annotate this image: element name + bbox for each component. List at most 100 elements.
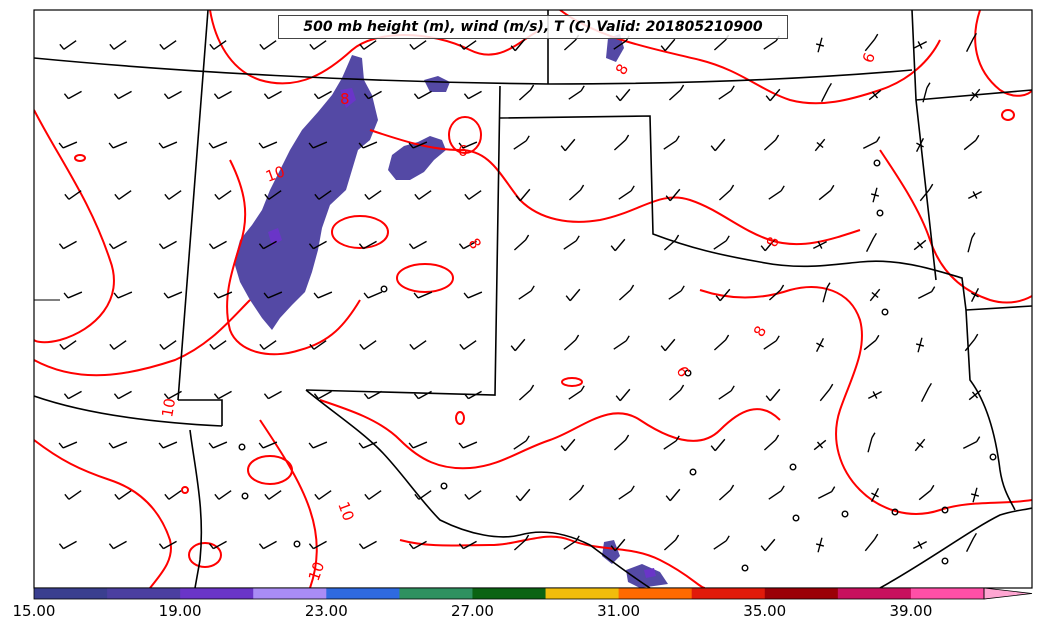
wind-barb	[967, 232, 976, 253]
contour-closed	[396, 263, 454, 293]
wind-barb	[59, 40, 77, 50]
colorbar-segment	[180, 588, 254, 599]
wind-barb	[718, 85, 735, 100]
wind-barb	[309, 340, 327, 350]
wind-barb	[463, 291, 483, 299]
calm-marker	[873, 159, 881, 167]
calm-marker	[238, 443, 246, 451]
contour-closed	[247, 455, 293, 485]
wind-barb	[864, 533, 879, 552]
wind-barb	[363, 291, 383, 299]
wind-barb	[867, 432, 876, 453]
wind-barb	[258, 540, 277, 550]
wind-barb	[768, 485, 785, 500]
wind-barb	[464, 490, 482, 500]
colorbar-segment	[399, 588, 473, 599]
border-north	[34, 57, 913, 85]
wind-barb	[715, 288, 731, 302]
wind-barb	[213, 390, 232, 400]
wind-barb	[208, 540, 227, 550]
colorbar-segment	[618, 588, 693, 599]
colorbar-segment	[545, 588, 620, 599]
wind-barb	[962, 436, 981, 450]
wind-barb	[920, 382, 933, 403]
wind-barb	[158, 441, 178, 449]
wind-barb	[965, 532, 978, 553]
wind-barb	[515, 488, 531, 502]
wind-barb	[713, 535, 730, 550]
wind-barb	[768, 185, 785, 200]
wind-barb	[560, 438, 576, 452]
wind-barb	[359, 340, 377, 350]
wind-barb	[668, 384, 685, 401]
wind-barb	[413, 390, 432, 400]
contour-line	[226, 159, 361, 356]
colorbar-segment	[326, 588, 400, 599]
wind-barb	[458, 540, 477, 550]
wind-barb	[663, 435, 680, 450]
wind-barb	[518, 285, 535, 300]
wind-barb	[663, 135, 680, 150]
wind-barb	[510, 38, 526, 52]
wind-barb	[814, 138, 826, 152]
wind-barb	[208, 441, 228, 449]
wind-barb	[259, 340, 277, 350]
wind-barb	[610, 538, 626, 552]
calm-marker	[440, 482, 448, 490]
wind-barb	[718, 184, 735, 201]
border-nm-east	[305, 85, 501, 396]
wind-barb	[822, 282, 831, 303]
wind-barb	[164, 190, 182, 200]
colorbar-segment	[472, 588, 547, 599]
contour-closed	[181, 486, 189, 494]
calm-marker	[989, 453, 997, 461]
wind-barb	[409, 340, 427, 350]
wind-barb	[969, 88, 981, 102]
contour-closed	[561, 377, 583, 387]
border-nm-south	[178, 399, 223, 426]
wind-barb	[258, 441, 278, 449]
wind-barb	[568, 385, 585, 400]
wind-barb	[408, 441, 428, 449]
wind-barb	[314, 190, 332, 200]
wind-barb	[513, 435, 530, 450]
wind-barb	[109, 40, 127, 50]
wind-barb	[408, 141, 428, 149]
calm-marker	[941, 506, 949, 514]
wind-barb	[513, 534, 530, 551]
wind-barb	[718, 385, 735, 400]
contour-closed	[74, 154, 86, 162]
wind-barb	[159, 40, 177, 50]
wind-barb	[114, 190, 132, 200]
wind-barb	[458, 141, 478, 149]
wind-barb	[560, 138, 576, 152]
wind-barb	[763, 434, 780, 451]
wind-barb	[710, 138, 726, 152]
contour-line	[259, 419, 318, 588]
wind-barb	[163, 390, 182, 400]
wind-barb	[264, 190, 282, 200]
wind-barb	[815, 37, 825, 53]
contour-closed	[188, 542, 222, 568]
wind-barb	[815, 337, 825, 353]
colorbar-segment	[764, 588, 839, 599]
wind-barb	[660, 38, 676, 52]
wind-barb	[665, 488, 681, 502]
calm-marker	[891, 508, 899, 516]
colorbar-segment	[837, 588, 912, 599]
wind-barb	[660, 338, 676, 352]
wind-barb	[64, 490, 82, 500]
wind-barb	[158, 540, 177, 550]
wind-barb	[58, 141, 78, 149]
wind-barb	[163, 90, 182, 100]
wind-barb	[363, 90, 382, 100]
wind-barb	[610, 238, 626, 252]
wind-barb	[414, 190, 432, 200]
precip-region-north	[424, 76, 450, 92]
wind-barb	[718, 484, 735, 501]
wind-barb	[459, 40, 477, 50]
wind-barb	[113, 291, 133, 299]
wind-barb	[922, 82, 931, 103]
wind-barbs	[58, 32, 983, 553]
contour-label: 10	[305, 559, 328, 583]
